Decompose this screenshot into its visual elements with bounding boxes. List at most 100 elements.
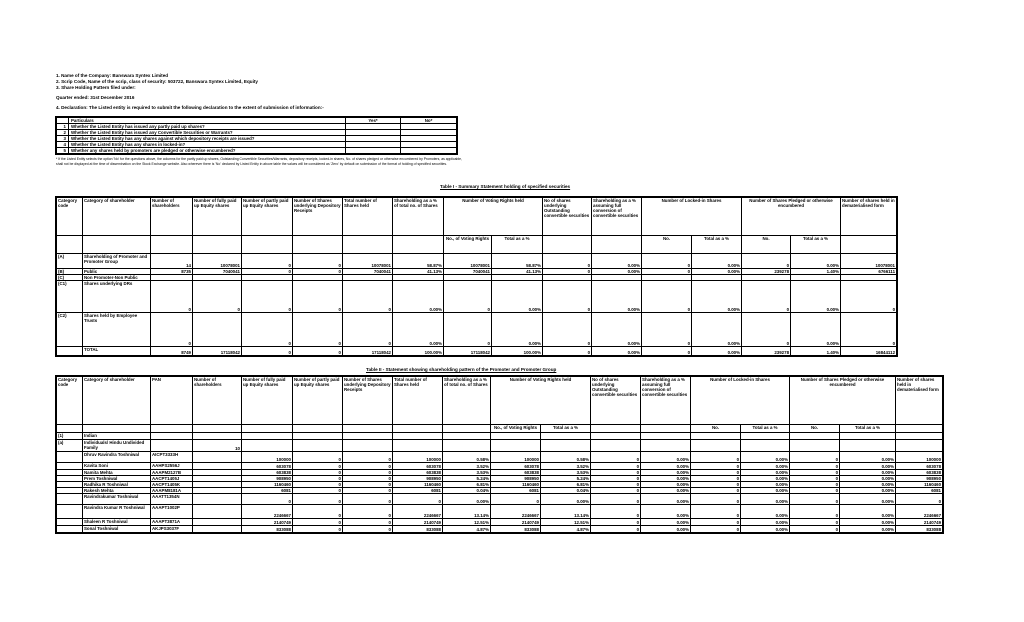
value-cell: 3.52% [539, 462, 592, 470]
table-row: (a) Individuals/ Hindu Undivided Family 10 [56, 439, 944, 452]
pan-cell: AAAPT1002P [150, 504, 193, 519]
category-code: (1) [56, 432, 83, 440]
category-code: (C1) [56, 280, 83, 313]
empty-cell [241, 235, 293, 254]
value-cell: 10078001 [840, 253, 898, 269]
value-cell [789, 432, 841, 440]
subheader-pledged-no: No. [741, 235, 792, 254]
empty-cell [590, 424, 642, 433]
value-cell: 0.00% [691, 253, 743, 269]
value-cell: 0 [590, 525, 642, 533]
category-code [56, 451, 83, 463]
value-cell [392, 432, 443, 440]
value-cell: 0 [392, 493, 443, 505]
value-cell [442, 432, 491, 440]
pan-cell [150, 432, 193, 440]
value-cell: 0 [690, 518, 742, 526]
value-cell: 0.00% [392, 312, 444, 347]
value-cell: 0 [741, 312, 792, 347]
value-cell [590, 439, 642, 452]
category-name: Shareholding of Promoter and Promoter Gr… [82, 253, 151, 269]
value-cell: 0 [542, 253, 593, 269]
value-cell: 0.00% [490, 312, 544, 347]
value-cell: 12.51% [539, 518, 592, 526]
category-code [56, 518, 83, 526]
table-row: Kavita Soni AAHPS2556J 603078 0 0 603078 3.52%… [56, 462, 944, 470]
value-cell [241, 432, 293, 440]
value-cell [192, 518, 242, 526]
column-header: No of shares underlying Outstanding conv… [590, 376, 642, 425]
empty-cell [192, 235, 242, 254]
value-cell [690, 432, 742, 440]
subheader-pledged-no: No. [789, 424, 841, 433]
value-cell: 0 [789, 451, 841, 463]
empty-cell [241, 424, 293, 433]
table-row: Dhruv Ravindra Toshniwal AICPT3333H 100000… [56, 451, 944, 463]
value-cell: 0 [542, 346, 593, 356]
declaration-text: 4. Declaration: The Listed entity is req… [56, 105, 324, 110]
value-cell [640, 439, 692, 452]
category-code [56, 493, 83, 505]
value-cell: 0.00% [839, 518, 897, 526]
value-cell [590, 432, 642, 440]
value-cell: 0.00% [839, 525, 897, 533]
subheader-locked-no: No. [641, 235, 693, 254]
value-cell: 603078 [241, 462, 293, 470]
column-header: Total number of Shares held [392, 376, 443, 425]
value-cell: 0 [292, 493, 343, 505]
value-cell: 0.00% [591, 346, 643, 356]
value-cell: 0 [741, 253, 792, 269]
value-cell: 0.00% [490, 280, 544, 313]
category-code: (C2) [56, 312, 83, 347]
value-cell: 0 [292, 346, 343, 356]
value-cell: 0 [292, 312, 343, 347]
subheader-row: No., of Voting Rights Total as a % No. Tota… [56, 235, 898, 254]
table-row: Shaleen R Toshniwal AAAPT3871A 2140749 0 0 21… [56, 518, 944, 526]
category-code: (A) [56, 253, 83, 269]
value-cell: 833088 [392, 525, 443, 533]
table1-title: Table I - Summary Statement holding of s… [440, 184, 571, 189]
value-cell: 0.00% [790, 312, 842, 347]
value-cell: 16844112 [840, 346, 898, 356]
value-cell: 0 [443, 280, 492, 313]
value-cell: 0 [192, 280, 242, 313]
value-cell: 2140749 [490, 518, 541, 526]
column-header: Shareholding as a % of total no. of Shar… [392, 197, 444, 236]
empty-cell [591, 235, 643, 254]
table2-title: Table II - Statement showing shareholdin… [366, 367, 557, 372]
value-cell: 0 [292, 504, 343, 519]
value-cell: 603078 [895, 462, 944, 470]
value-cell [539, 439, 592, 452]
category-code [56, 525, 83, 533]
column-header: Shareholding as a % of total no. of Shar… [442, 376, 491, 425]
column-header: PAN [150, 376, 193, 425]
value-cell [192, 462, 242, 470]
value-cell [192, 432, 242, 440]
value-cell: 0 [789, 493, 841, 505]
column-header: Number of partly paid up Equity shares [292, 376, 343, 425]
table-row: Sonal Toshniwal AKJPS3037F 833088 0 0 833088 4… [56, 525, 944, 533]
value-cell: 3.52% [442, 462, 491, 470]
empty-cell [392, 424, 443, 433]
header-row: Category code Category of shareholder PAN N… [56, 376, 944, 425]
value-cell [392, 439, 443, 452]
value-cell: 0 [241, 312, 293, 347]
value-cell: 0 [690, 462, 742, 470]
category-name: Ravindrakumar Toshniwal [82, 493, 151, 505]
value-cell: 0 [641, 312, 693, 347]
value-cell: 0 [490, 493, 541, 505]
value-cell [192, 451, 242, 463]
table-row: Namita Mehta AAAPM2127B 603838 0 0 603838 3.53… [56, 469, 944, 476]
value-cell: 2246667 [392, 504, 443, 519]
value-cell: 0 [590, 462, 642, 470]
value-cell: 0.00% [790, 253, 842, 269]
value-cell [241, 439, 293, 452]
pan-cell: AAHPS2556J [150, 462, 193, 470]
value-cell: 0 [590, 504, 642, 519]
value-cell: 0 [590, 493, 642, 505]
value-cell: 0.00% [740, 451, 791, 463]
value-cell: 100000 [490, 451, 541, 463]
table-row: (C1) Shares underlying DRs 0 0 0 0 0 0.00% 0 0.00… [56, 280, 898, 313]
value-cell: 603078 [490, 462, 541, 470]
pan-cell: AICPT3333H [150, 451, 193, 463]
